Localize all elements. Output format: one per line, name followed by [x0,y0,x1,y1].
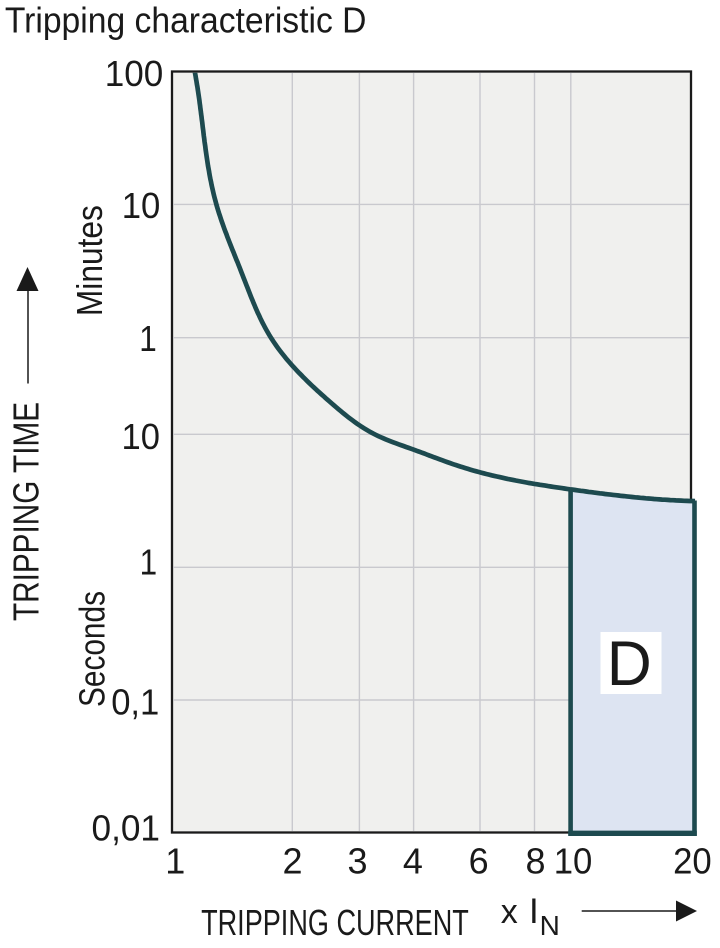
svg-text:3: 3 [347,841,367,882]
svg-text:100: 100 [105,53,164,94]
svg-text:Tripping characteristic D: Tripping characteristic D [5,0,367,41]
svg-text:I: I [529,892,539,931]
svg-text:8: 8 [525,841,545,882]
svg-text:N: N [540,910,560,941]
svg-text:2: 2 [282,841,302,882]
svg-text:10: 10 [554,841,593,882]
svg-text:Seconds: Seconds [71,591,112,707]
svg-text:0,1: 0,1 [111,682,159,723]
svg-text:1: 1 [139,318,157,359]
svg-text:TRIPPING TIME: TRIPPING TIME [5,402,46,621]
svg-text:1: 1 [165,841,185,882]
svg-text:Minutes: Minutes [69,205,110,316]
svg-text:x: x [501,893,518,931]
svg-text:6: 6 [469,841,489,882]
svg-text:10: 10 [122,185,161,226]
svg-text:D: D [607,629,652,699]
svg-text:TRIPPING CURRENT: TRIPPING CURRENT [201,902,469,943]
svg-text:20: 20 [673,841,712,882]
svg-text:0,01: 0,01 [92,807,161,848]
svg-text:1: 1 [140,541,158,582]
svg-text:4: 4 [403,841,423,882]
svg-text:10: 10 [122,416,160,457]
